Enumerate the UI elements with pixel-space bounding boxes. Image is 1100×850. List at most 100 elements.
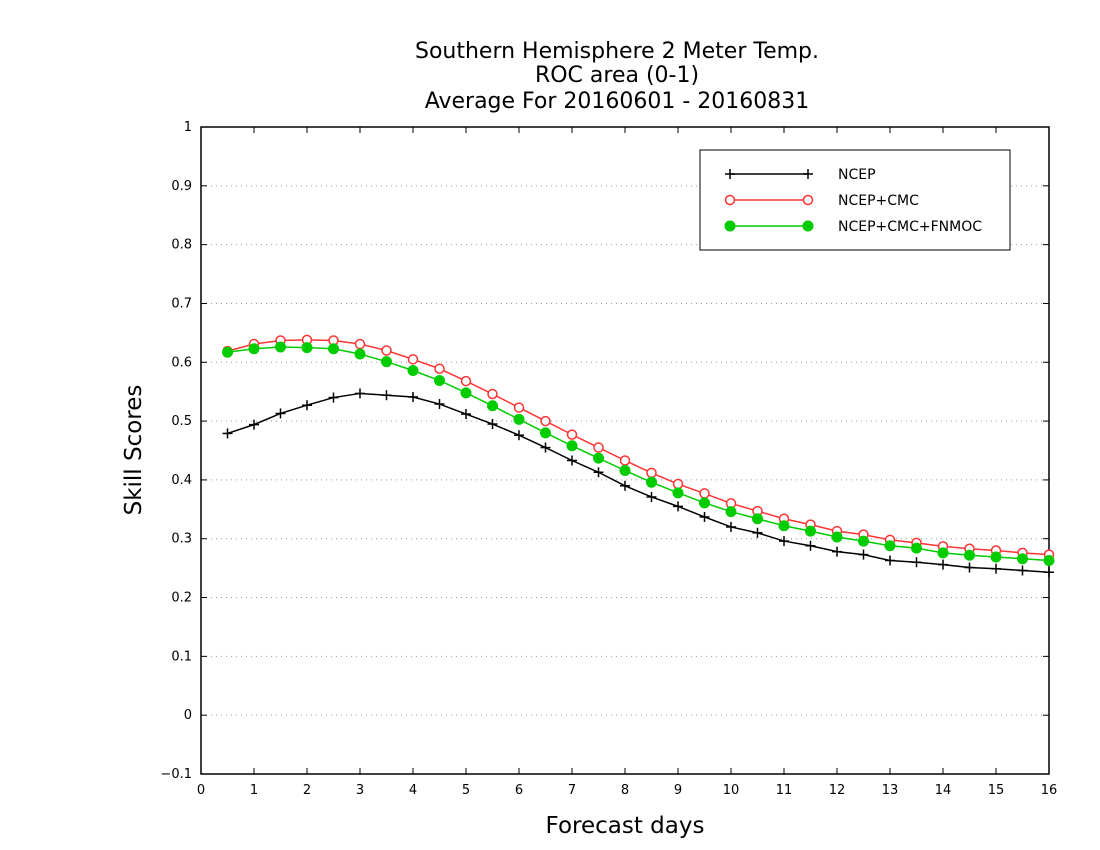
series-group — [222, 334, 1055, 578]
legend-item: NCEP — [725, 167, 876, 183]
data-point — [222, 428, 233, 439]
data-point — [434, 363, 445, 374]
y-tick-label: 0.4 — [171, 473, 192, 488]
data-point — [407, 354, 419, 365]
data-point — [805, 540, 816, 551]
data-point — [222, 346, 233, 358]
legend-marker — [724, 194, 736, 206]
data-point — [885, 555, 895, 566]
data-point — [673, 501, 683, 512]
legend-marker — [802, 194, 814, 206]
data-point — [567, 455, 577, 466]
x-tick-label: 10 — [723, 783, 740, 798]
data-point — [1017, 565, 1028, 576]
data-point — [1017, 553, 1028, 565]
data-point — [461, 409, 471, 420]
data-point — [566, 429, 578, 440]
x-tick-label: 16 — [1041, 783, 1058, 798]
y-tick-label: −0.1 — [160, 767, 192, 782]
data-point — [990, 551, 1002, 563]
data-point — [884, 540, 896, 552]
data-point — [646, 491, 657, 502]
data-point — [858, 535, 869, 547]
data-point — [832, 546, 842, 557]
x-axis: 0 1 2 3 4 5 6 7 8 9 10 11 12 13 14 15 16 — [197, 127, 1057, 798]
x-tick-label: 15 — [988, 783, 1005, 798]
x-tick-label: 9 — [674, 783, 682, 798]
legend-label: NCEP — [838, 167, 876, 183]
data-point — [726, 521, 736, 532]
x-tick-label: 7 — [568, 783, 576, 798]
legend: NCEP NCEP+CMC NCEP+CMC+FNMOC — [699, 149, 1011, 251]
data-point — [460, 375, 472, 387]
data-point — [593, 442, 604, 453]
data-point — [805, 525, 816, 537]
data-point — [672, 487, 684, 499]
x-tick-label: 13 — [882, 783, 899, 798]
data-point — [407, 365, 419, 377]
data-point — [328, 343, 339, 355]
data-point — [938, 559, 948, 570]
data-point — [964, 549, 975, 561]
series-line — [227, 339, 1050, 556]
data-point — [911, 542, 922, 554]
data-point — [355, 388, 365, 399]
data-point — [593, 452, 604, 464]
data-point — [991, 563, 1001, 574]
data-point — [593, 467, 604, 478]
grid — [201, 185, 1049, 716]
data-point — [779, 536, 789, 547]
data-point — [513, 413, 525, 425]
data-point — [302, 400, 312, 411]
x-tick-label: 5 — [462, 783, 470, 798]
data-point — [460, 387, 472, 399]
y-tick-label: 1 — [184, 120, 192, 135]
y-tick-label: 0.5 — [171, 414, 192, 429]
data-point — [540, 442, 551, 453]
title-line-1: Southern Hemisphere 2 Meter Temp. — [415, 39, 819, 64]
data-point — [964, 562, 975, 573]
data-point — [513, 402, 525, 413]
y-tick-label: 0 — [184, 708, 192, 723]
data-point — [620, 480, 630, 491]
series-ncep-cmc — [222, 334, 1055, 560]
data-point — [381, 390, 392, 401]
data-point — [937, 547, 949, 559]
y-tick-label: 0.7 — [171, 296, 192, 311]
data-point — [1043, 554, 1055, 566]
data-point — [699, 511, 710, 522]
x-tick-label: 14 — [935, 783, 952, 798]
data-point — [858, 549, 869, 560]
data-point — [911, 557, 922, 568]
data-point — [619, 455, 631, 466]
y-tick-label: 0.9 — [171, 179, 192, 194]
data-point — [646, 476, 657, 488]
x-tick-label: 0 — [197, 783, 205, 798]
x-tick-label: 4 — [409, 783, 417, 798]
x-axis-label: Forecast days — [546, 813, 705, 839]
legend-marker — [802, 220, 814, 232]
x-tick-label: 11 — [776, 783, 793, 798]
legend-marker — [724, 220, 736, 232]
y-tick-label: 0.2 — [171, 591, 192, 606]
y-axis: −0.1 0 0.1 0.2 0.3 0.4 0.5 0.6 0.7 0.8 0.9 1 — [160, 120, 1049, 782]
data-point — [301, 342, 313, 354]
data-point — [381, 345, 392, 356]
data-point — [354, 338, 366, 350]
data-point — [487, 419, 498, 430]
data-point — [249, 419, 259, 430]
series-line — [227, 392, 1050, 574]
data-point — [275, 408, 286, 419]
data-point — [1044, 567, 1054, 578]
x-tick-label: 2 — [303, 783, 311, 798]
legend-label: NCEP+CMC+FNMOC — [838, 219, 982, 235]
data-point — [831, 531, 843, 543]
chart-title: Southern Hemisphere 2 Meter Temp. ROC ar… — [415, 39, 819, 114]
x-tick-label: 1 — [250, 783, 258, 798]
data-point — [354, 348, 366, 360]
data-point — [646, 467, 657, 479]
x-tick-label: 12 — [829, 783, 846, 798]
data-point — [434, 399, 445, 410]
x-tick-label: 8 — [621, 783, 629, 798]
